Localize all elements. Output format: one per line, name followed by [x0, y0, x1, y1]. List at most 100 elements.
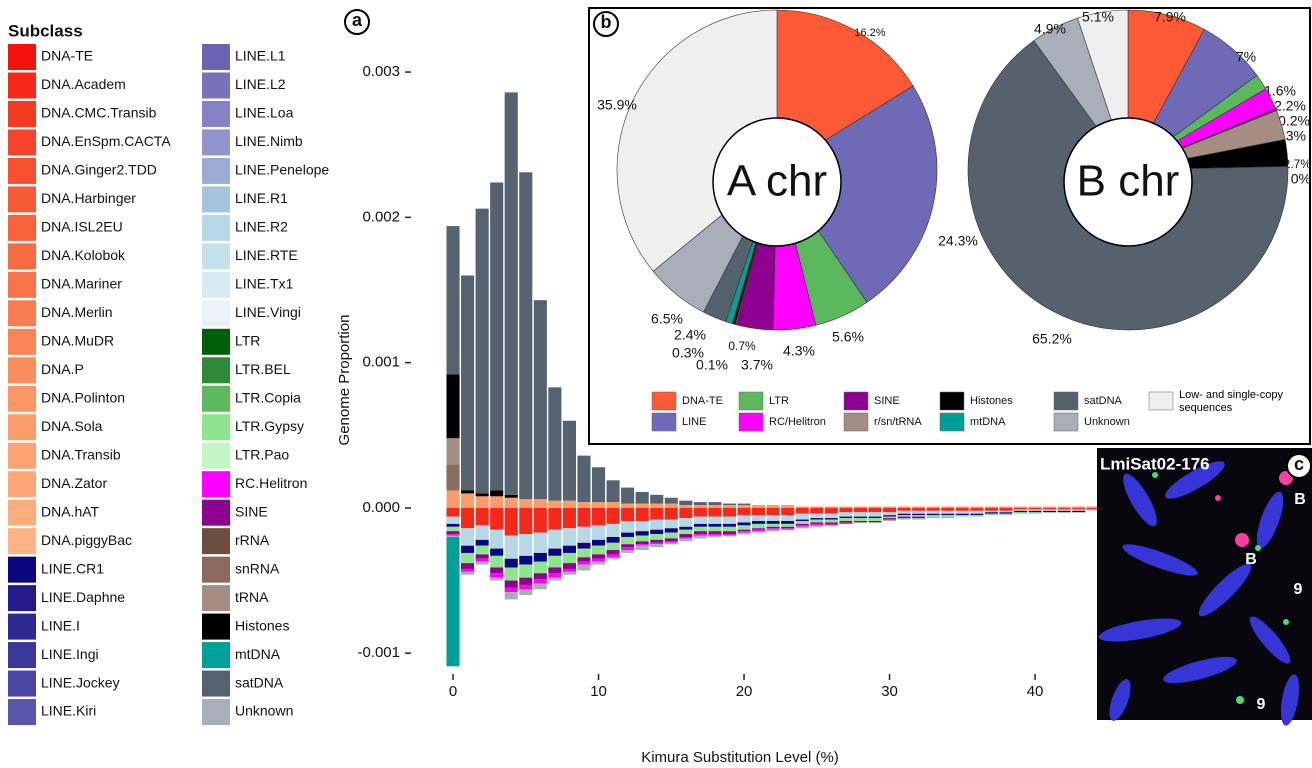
bar-segment: [519, 556, 532, 565]
bar-segment: [636, 504, 649, 508]
legend-swatch: [202, 101, 230, 127]
legend-label: DNA.Sola: [41, 418, 103, 434]
bar-segment: [1072, 506, 1085, 507]
bar-segment: [737, 531, 750, 532]
bar-segment: [490, 573, 503, 577]
bar-segment: [999, 512, 1012, 513]
x-tick-label: 20: [736, 683, 753, 700]
bar-segment: [534, 533, 547, 553]
legend-label: LINE.Daphne: [41, 589, 125, 605]
bar-segment: [621, 533, 634, 537]
bar-segment: [970, 515, 983, 516]
bar-segment: [577, 557, 590, 561]
bar-segment: [490, 556, 503, 568]
bar-segment: [737, 515, 750, 522]
y-tick-label: -0.001: [357, 644, 400, 661]
legend-swatch: [844, 392, 868, 410]
bar-segment: [941, 517, 954, 518]
bar-segment: [737, 533, 750, 534]
bar-segment: [781, 508, 794, 515]
bar-segment: [534, 300, 547, 499]
pie-title: A chr: [727, 157, 827, 206]
bar-segment: [898, 515, 911, 516]
legend-label: LINE.R1: [235, 190, 288, 206]
bar-segment: [752, 528, 765, 529]
legend-label: DNA-TE: [682, 395, 723, 407]
bar-segment: [446, 490, 459, 507]
bar-segment: [534, 562, 547, 574]
bar-segment: [534, 573, 547, 579]
bar-segment: [796, 527, 809, 528]
bar-segment: [737, 522, 750, 525]
y-tick-label: 0.001: [362, 354, 400, 371]
legend-swatch: [8, 642, 36, 668]
bar-segment: [854, 517, 867, 518]
legend-title: Subclass: [8, 21, 83, 40]
bar-segment: [970, 506, 983, 507]
legend-label: Unknown: [235, 703, 293, 719]
legend-label: LINE.Tx1: [235, 276, 294, 292]
bar-segment: [650, 520, 663, 530]
bar-segment: [665, 508, 678, 520]
bar-segment: [694, 508, 707, 517]
bar-segment: [679, 527, 692, 530]
bar-segment: [752, 505, 765, 508]
legend-swatch: [8, 671, 36, 697]
bar-segment: [505, 588, 518, 592]
bar-segment: [592, 467, 605, 502]
bar-segment: [476, 508, 489, 525]
bar-segment: [1058, 511, 1071, 512]
bar-segment: [839, 518, 852, 521]
legend-label: tRNA: [235, 589, 269, 605]
bar-segment: [490, 578, 503, 581]
y-axis-label: Genome Proportion: [336, 315, 353, 446]
bar-segment: [548, 573, 561, 577]
legend-swatch: [8, 44, 36, 70]
bar-segment: [796, 525, 809, 526]
bar-segment: [548, 501, 561, 508]
bar-segment: [636, 521, 649, 531]
legend-swatch: [202, 557, 230, 583]
legend-label: SINE: [874, 395, 900, 407]
bar-segment: [446, 226, 459, 374]
legend-swatch: [8, 272, 36, 298]
bar-segment: [563, 528, 576, 545]
bar-segment: [708, 534, 721, 535]
legend-swatch: [202, 357, 230, 383]
legend-swatch: [8, 186, 36, 212]
legend-swatch: [202, 699, 230, 725]
legend-label: LINE.CR1: [41, 560, 104, 576]
bar-segment: [708, 531, 721, 534]
bar-segment: [461, 493, 474, 508]
legend-swatch: [652, 392, 676, 410]
bar-segment: [490, 549, 503, 556]
legend-label: LTR.Pao: [235, 446, 289, 462]
bar-segment: [737, 508, 750, 515]
bar-segment: [1058, 509, 1071, 510]
bar-segment: [723, 524, 736, 527]
bar-segment: [476, 209, 489, 494]
legend-label: LINE.R2: [235, 219, 288, 235]
bar-segment: [621, 547, 634, 550]
legend-label: LINE.L1: [235, 48, 286, 64]
x-tick-label: 0: [449, 683, 457, 700]
legend-swatch: [940, 392, 964, 410]
bar-segment: [941, 506, 954, 507]
signal: [1283, 619, 1289, 625]
bar-segment: [621, 537, 634, 544]
legend-swatch: [202, 300, 230, 326]
bar-segment: [927, 508, 940, 511]
bar-segment: [941, 511, 954, 514]
bar-segment: [505, 92, 518, 494]
bar-segment: [446, 464, 459, 490]
bar-segment: [446, 534, 459, 535]
legend-label: DNA.MuDR: [41, 333, 114, 349]
bar-segment: [985, 508, 998, 511]
legend-swatch: [202, 528, 230, 554]
bar-segment: [476, 525, 489, 540]
legend-swatch: [844, 413, 868, 431]
legend-label: DNA.Academ: [41, 76, 126, 92]
bar-segment: [548, 508, 561, 530]
bar-segment: [548, 578, 561, 581]
slice-label: 0%: [1291, 171, 1311, 187]
